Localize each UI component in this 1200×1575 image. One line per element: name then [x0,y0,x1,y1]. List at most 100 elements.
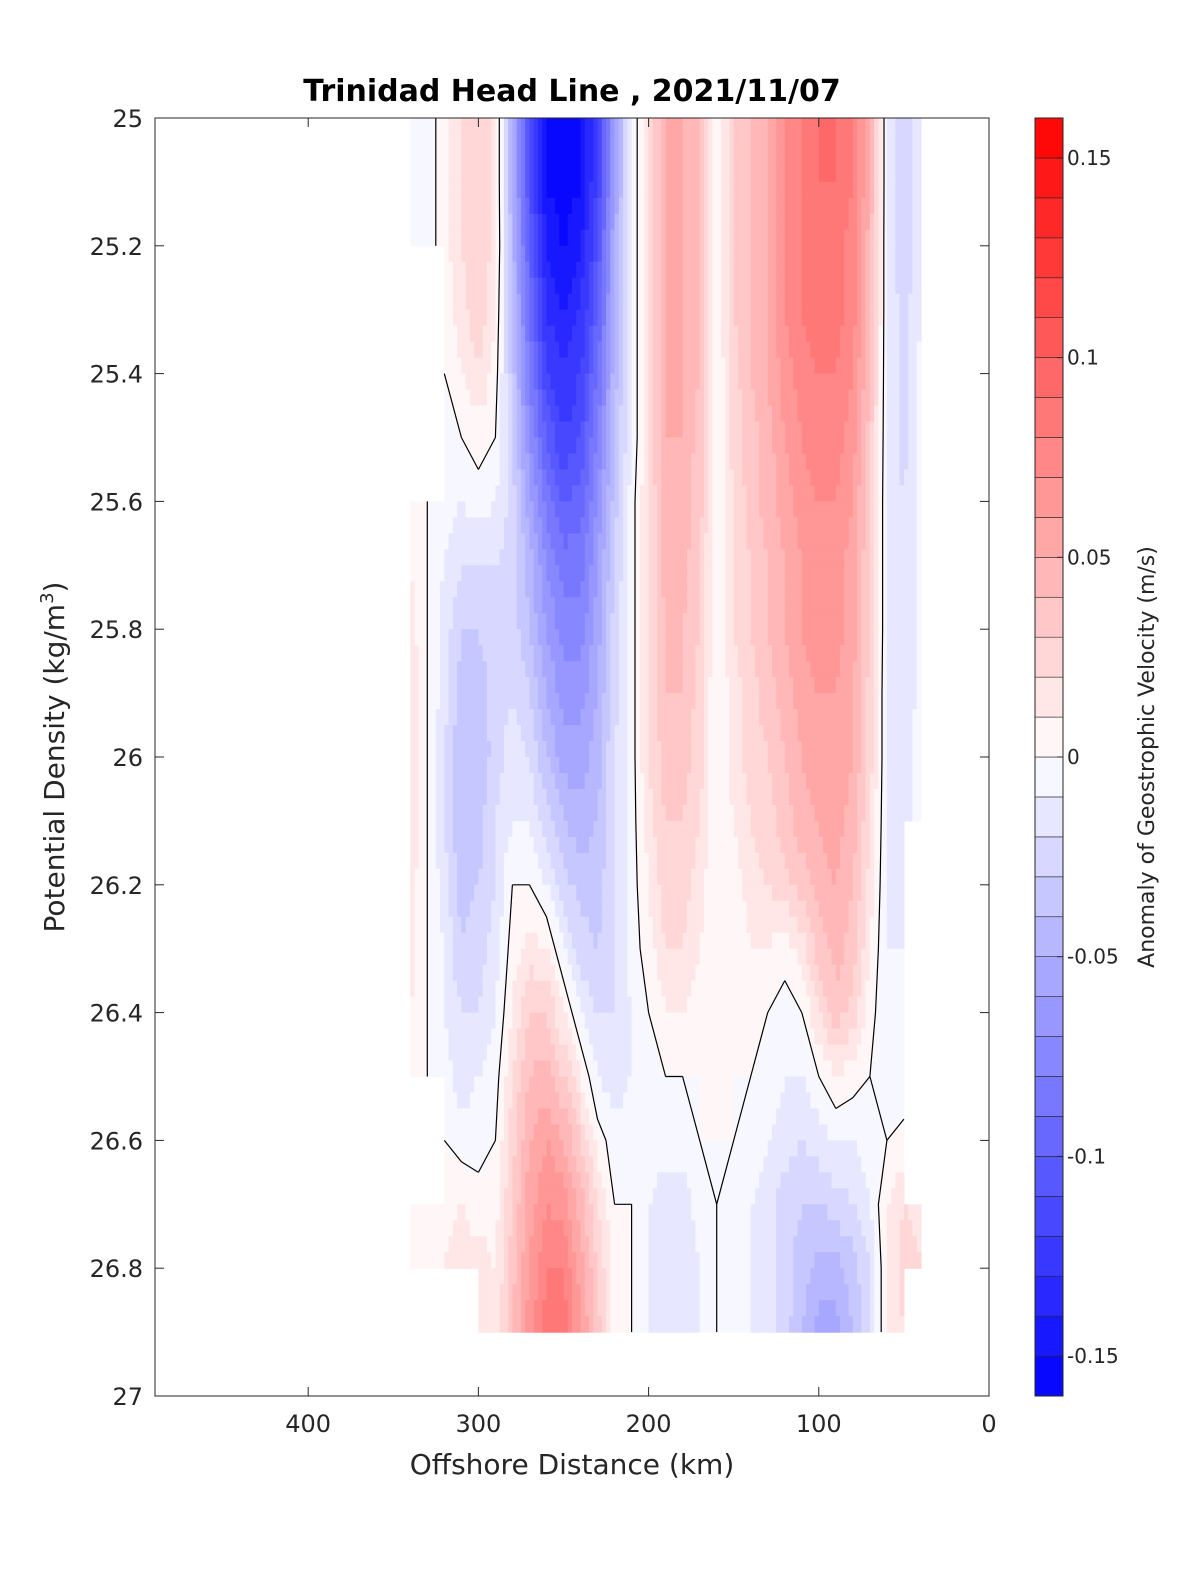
heatmap-cell [601,693,607,710]
heatmap-cell [618,261,624,279]
heatmap-cell [746,373,752,391]
heatmap-cell [520,405,526,423]
heatmap-cell [669,661,675,678]
heatmap-cell [823,533,828,550]
heatmap-cell [835,437,841,455]
heatmap-cell [444,453,450,471]
heatmap-cell [750,229,756,247]
heatmap-cell [865,421,871,439]
heatmap-cell [576,181,582,199]
heatmap-cell [652,181,658,199]
heatmap-cell [640,293,645,311]
heatmap-cell [537,709,543,726]
heatmap-cell [631,629,637,646]
heatmap-cell [486,437,492,455]
heatmap-cell [478,325,484,343]
heatmap-cell [542,629,548,646]
heatmap-cell [516,261,522,279]
heatmap-cell [759,725,765,742]
heatmap-cell [831,581,837,598]
heatmap-cell [882,118,888,135]
heatmap-cell [478,709,484,726]
heatmap-cell [593,533,599,550]
heatmap-cell [491,325,497,343]
heatmap-cell [657,357,662,375]
heatmap-cell [882,725,888,742]
heatmap-cell [537,549,543,566]
heatmap-cell [461,149,467,167]
heatmap-cell [618,772,624,790]
heatmap-cell [499,213,505,231]
heatmap-cell [823,261,828,279]
heatmap-cell [725,485,731,503]
heatmap-cell [444,549,450,566]
heatmap-cell [780,725,786,742]
heatmap-cell [823,517,828,534]
heatmap-cell [589,485,594,503]
heatmap-cell [537,693,543,710]
heatmap-cell [818,245,824,263]
heatmap-cell [720,613,726,630]
heatmap-cell [486,501,492,518]
heatmap-cell [423,517,428,534]
heatmap-cell [784,597,790,614]
heatmap-cell [857,261,862,279]
heatmap-cell [618,757,624,774]
heatmap-cell [844,213,850,231]
heatmap-cell [835,693,841,710]
heatmap-cell [499,757,505,774]
heatmap-cell [899,277,905,295]
heatmap-cell [708,677,714,694]
heatmap-cell [516,741,522,758]
heatmap-cell [746,325,752,343]
heatmap-cell [903,469,909,487]
heatmap-cell [908,613,914,630]
heatmap-cell [533,165,539,183]
heatmap-cell [567,245,573,263]
heatmap-cell [840,149,845,167]
heatmap-cell [559,661,565,678]
heatmap-cell [678,357,684,375]
heatmap-cell [674,788,679,806]
heatmap-cell [763,213,769,231]
heatmap-cell [593,245,599,263]
heatmap-cell [486,325,492,343]
heatmap-cell [631,213,637,231]
heatmap-cell [691,293,696,311]
heatmap-cell [776,149,782,167]
heatmap-cell [457,565,462,582]
heatmap-cell [708,181,714,199]
heatmap-cell [797,677,803,694]
heatmap-cell [554,341,560,359]
heatmap-cell [771,501,777,518]
heatmap-cell [597,549,603,566]
heatmap-cell [486,293,492,311]
heatmap-cell [835,629,841,646]
heatmap-cell [533,677,539,694]
heatmap-cell [691,565,696,582]
heatmap-cell [661,804,667,822]
heatmap-cell [486,645,492,662]
heatmap-cell [644,181,650,199]
heatmap-cell [891,693,896,710]
heatmap-cell [580,629,586,646]
heatmap-cell [635,517,641,534]
heatmap-cell [886,309,892,327]
heatmap-cell [554,772,560,790]
heatmap-cell [716,677,722,694]
heatmap-cell [597,565,603,582]
heatmap-cell [554,485,560,503]
heatmap-cell [912,325,918,343]
heatmap-cell [784,517,790,534]
heatmap-cell [674,181,679,199]
heatmap-cell [563,581,569,598]
heatmap-cell [469,309,475,327]
heatmap-cell [716,389,722,407]
heatmap-cell [720,485,726,503]
heatmap-cell [644,165,650,183]
heatmap-cell [801,357,807,375]
heatmap-cell [554,517,560,534]
heatmap-cell [669,501,675,518]
heatmap-cell [891,118,896,135]
heatmap-cell [810,661,816,678]
